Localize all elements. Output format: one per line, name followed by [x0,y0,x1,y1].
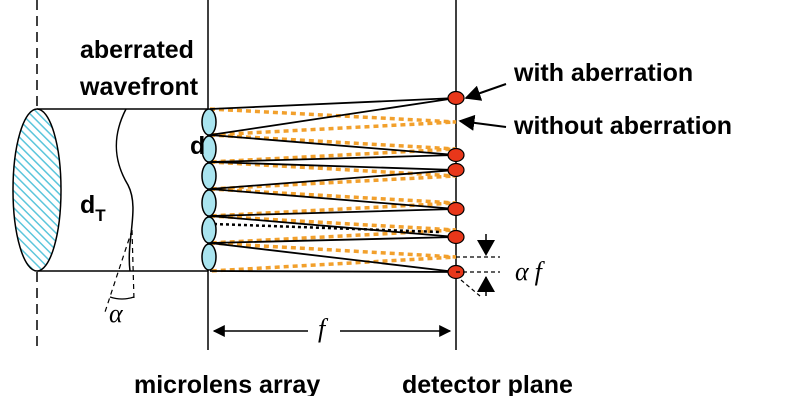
focal-spot [447,162,465,178]
aberrated-ray-dotted [213,222,441,234]
lenslet [201,216,217,244]
focal-spot [447,147,465,163]
lenslet [201,189,217,217]
with-aberration-label: with aberration [513,59,693,87]
without-aberration-label: without aberration [513,112,732,140]
lenslet [201,135,217,163]
focal-spots [447,90,465,280]
with-aberration-arrow [464,83,507,101]
aberrated-wavefront [115,108,134,272]
focal-spot [447,201,465,217]
detector-plane-label: detector plane [402,371,573,396]
microlens-array-label: microlens array [134,371,320,396]
focal-length-label: f [318,314,329,343]
main-lens [12,108,62,272]
lenslet [201,243,217,271]
lenslet [201,162,217,190]
without-aberration-arrow [458,114,507,131]
focal-spot [447,229,465,245]
beam-diameter-label: dT [80,191,106,225]
alpha-label: α [109,299,124,328]
alpha-f-f: f [535,257,546,286]
lenslet [201,108,217,136]
aberrated-label-line1: aberrated [80,36,194,64]
aberrated-label-line2: wavefront [79,73,199,101]
lenslet-diameter-label: d [190,132,205,160]
alpha-f-alpha: α [515,257,530,286]
focal-spot [447,90,465,106]
beam-diameter-subscript: T [95,206,106,225]
alpha-angle-construction [104,229,135,313]
lenslets [201,108,217,271]
alpha-f-dimension [456,234,500,297]
